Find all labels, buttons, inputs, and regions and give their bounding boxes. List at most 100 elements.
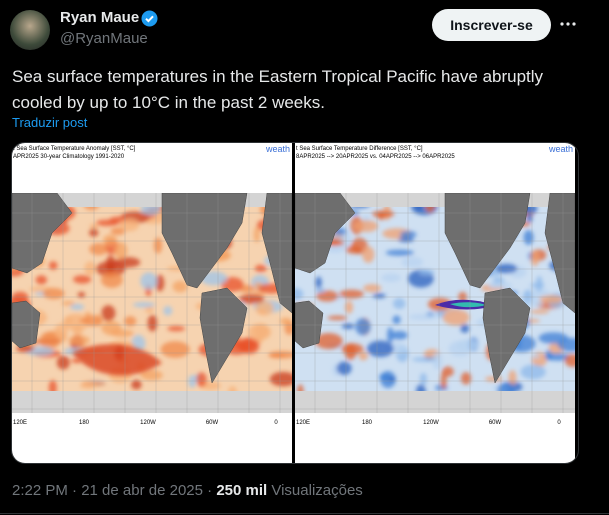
sst-blob	[520, 364, 546, 380]
sst-blob	[327, 315, 348, 321]
sst-blob	[101, 305, 116, 322]
sst-blob	[529, 309, 550, 314]
sst-blob	[525, 299, 544, 307]
media[interactable]: t Sea Surface Temperature Anomaly [SST, …	[11, 142, 579, 464]
sst-blob	[432, 352, 443, 370]
sst-blob	[353, 220, 379, 233]
sst-blob	[399, 231, 417, 239]
sst-blob	[314, 332, 343, 350]
map	[12, 193, 292, 413]
sst-blob	[253, 226, 260, 243]
sst-blob	[79, 382, 97, 389]
sst-blob	[380, 371, 396, 389]
sst-blob	[160, 341, 190, 358]
sst-blob	[131, 379, 142, 390]
sst-blob	[539, 295, 564, 304]
map-subtitle: APR2025 30-year Climatology 1991-2020	[13, 154, 125, 160]
sst-blob	[140, 272, 158, 290]
sst-blob	[316, 290, 339, 302]
antarctic	[12, 391, 292, 413]
sst-blob	[239, 294, 265, 304]
sst-blob	[401, 256, 424, 268]
sst-blob	[132, 302, 156, 308]
footer: 2:22 PM · 21 de abr de 2025 · 250 mil Vi…	[12, 482, 363, 499]
sst-blob	[153, 237, 163, 254]
sst-blob	[411, 357, 437, 362]
author-name[interactable]: Ryan Maue	[60, 9, 140, 26]
avatar[interactable]	[10, 10, 50, 50]
sst-blob	[70, 303, 85, 311]
sst-blob	[42, 287, 65, 300]
land	[295, 300, 324, 349]
sst-blob	[155, 274, 165, 292]
sst-blob	[103, 234, 118, 246]
map-axis-label: 0	[274, 420, 278, 426]
antarctic	[295, 391, 575, 413]
sst-blob	[140, 370, 163, 381]
cold-core	[450, 302, 487, 308]
sst-blob	[372, 293, 386, 299]
map-axis-label: 0	[557, 420, 561, 426]
sst-blob	[61, 301, 75, 306]
sst-blob	[110, 227, 126, 236]
sst-blob	[564, 353, 575, 368]
sst-blob	[523, 230, 534, 245]
sst-blob	[545, 353, 571, 361]
sst-blob	[279, 317, 292, 325]
sst-blob	[172, 280, 188, 293]
sst-blob	[385, 249, 415, 256]
sst-blob	[366, 340, 394, 358]
sst-blob	[147, 314, 158, 332]
sst-blob	[144, 305, 154, 314]
tweet-line: cooled by up to 10°C in the past 2 weeks…	[12, 93, 325, 112]
sst-blob	[387, 327, 394, 344]
sst-blob	[68, 335, 90, 346]
sst-blob	[100, 271, 123, 288]
sst-blob	[391, 330, 408, 340]
sst-blob	[325, 245, 345, 254]
more-button[interactable]	[558, 16, 578, 32]
sst-blob	[418, 269, 435, 276]
author-handle[interactable]: @RyanMaue	[60, 30, 148, 47]
map-axis-label: 120E	[296, 420, 310, 426]
sst-blob	[64, 316, 74, 326]
sst-blob	[48, 261, 58, 270]
sst-blob	[381, 273, 402, 283]
map-axis-label: 120E	[13, 420, 27, 426]
sst-blob	[119, 218, 140, 232]
land	[199, 287, 248, 384]
sst-blob	[54, 323, 68, 339]
sst-blob	[95, 219, 119, 227]
sst-blob	[12, 291, 29, 304]
verified-badge	[141, 10, 158, 27]
map-axis-label: 180	[362, 420, 373, 426]
map	[295, 193, 575, 413]
map-subtitle: 8APR2025 --> 20APR2025 vs. 04APR2025 -->…	[296, 154, 455, 160]
map-axis-label: 60W	[489, 420, 502, 426]
map-title: t Sea Surface Temperature Anomaly [SST, …	[13, 146, 136, 152]
sst-blob	[487, 282, 513, 289]
sst-blob	[84, 261, 96, 276]
land	[161, 193, 248, 289]
sst-blob	[529, 283, 546, 288]
sst-blob	[363, 284, 382, 293]
follow-button[interactable]: Inscrever-se	[432, 9, 551, 41]
sst-blob	[247, 323, 272, 341]
sst-blob	[101, 320, 122, 336]
divider	[0, 513, 609, 514]
sst-blob	[358, 351, 368, 361]
sst-blob	[355, 318, 371, 336]
sst-blob	[113, 241, 128, 259]
sst-blob	[196, 372, 207, 387]
sst-blob	[35, 275, 48, 285]
land	[12, 300, 41, 349]
land	[482, 287, 531, 384]
sst-blob	[530, 249, 540, 267]
map-axis-label: 120W	[423, 420, 439, 426]
translate-link[interactable]: Traduzir post	[12, 115, 88, 130]
sst-blob	[77, 291, 86, 298]
sst-blob	[56, 355, 70, 370]
tweet-text: Sea surface temperatures in the Eastern …	[12, 64, 543, 116]
timestamp[interactable]: 2:22 PM · 21 de abr de 2025 ·	[12, 482, 213, 499]
